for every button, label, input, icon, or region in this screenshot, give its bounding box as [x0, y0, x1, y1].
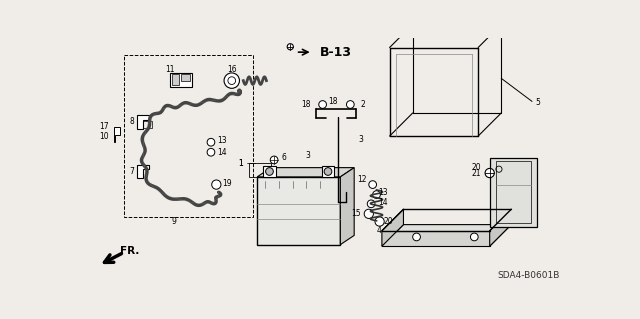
Text: 7: 7: [129, 167, 134, 176]
Text: 9: 9: [172, 217, 177, 226]
Text: 11: 11: [165, 64, 175, 74]
Bar: [322, 166, 334, 177]
Text: 18: 18: [301, 100, 310, 109]
Polygon shape: [382, 231, 490, 246]
Bar: [496, 161, 531, 223]
Polygon shape: [137, 165, 149, 178]
Text: 2: 2: [360, 100, 365, 109]
Circle shape: [485, 168, 494, 178]
Circle shape: [319, 101, 326, 108]
Polygon shape: [257, 168, 354, 177]
Text: 19: 19: [222, 179, 232, 188]
Circle shape: [369, 181, 376, 189]
Circle shape: [346, 101, 354, 108]
Text: 20: 20: [383, 217, 393, 226]
Text: 1: 1: [239, 159, 243, 167]
Circle shape: [207, 138, 215, 146]
Circle shape: [266, 168, 273, 175]
Polygon shape: [137, 115, 149, 129]
Text: 17: 17: [100, 122, 109, 131]
Bar: [170, 73, 192, 87]
Text: 12: 12: [357, 175, 367, 184]
Text: 14: 14: [217, 148, 227, 157]
Circle shape: [367, 200, 375, 208]
Bar: [172, 74, 179, 85]
Polygon shape: [340, 168, 354, 245]
Text: 15: 15: [351, 209, 360, 218]
Circle shape: [287, 44, 293, 50]
Bar: [263, 166, 276, 177]
Text: 21: 21: [472, 168, 481, 178]
Bar: [250, 163, 271, 177]
Circle shape: [324, 168, 332, 175]
Text: 6: 6: [282, 153, 287, 162]
Circle shape: [375, 217, 384, 226]
Text: 4: 4: [376, 226, 381, 235]
Text: 8: 8: [129, 117, 134, 126]
Text: 14: 14: [379, 198, 388, 207]
Text: 16: 16: [227, 64, 237, 74]
Text: FR.: FR.: [120, 246, 140, 256]
Bar: [257, 177, 340, 245]
Text: 10: 10: [100, 132, 109, 141]
Bar: [143, 122, 152, 128]
Text: SDA4-B0601B: SDA4-B0601B: [497, 271, 559, 280]
Circle shape: [364, 209, 373, 219]
Text: B-13: B-13: [320, 46, 352, 59]
Text: 18: 18: [329, 97, 338, 106]
Circle shape: [224, 73, 239, 88]
Text: 1: 1: [239, 159, 243, 167]
Circle shape: [270, 156, 278, 164]
Circle shape: [413, 233, 420, 241]
Circle shape: [212, 180, 221, 189]
Text: 5: 5: [536, 99, 541, 108]
Polygon shape: [114, 127, 120, 142]
Bar: [124, 55, 253, 217]
Polygon shape: [490, 209, 511, 246]
Polygon shape: [382, 209, 403, 246]
Text: 3: 3: [358, 136, 364, 145]
Text: 3: 3: [305, 151, 310, 160]
Circle shape: [372, 191, 380, 198]
Circle shape: [207, 148, 215, 156]
Circle shape: [470, 233, 478, 241]
Bar: [181, 74, 190, 81]
Text: 13: 13: [379, 188, 388, 197]
Bar: [490, 158, 538, 227]
Text: 13: 13: [217, 136, 227, 145]
Text: 20: 20: [472, 163, 481, 172]
Polygon shape: [382, 225, 511, 246]
